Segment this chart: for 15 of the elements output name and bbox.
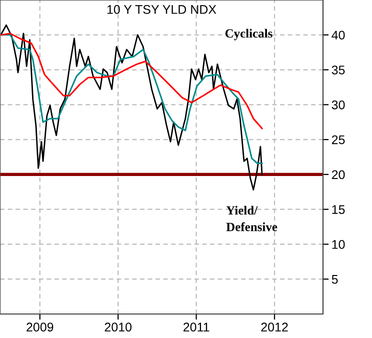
x-tick-label: 2009 (26, 322, 54, 332)
x-tick-label: 2012 (261, 322, 288, 332)
y-tick-label: 15 (332, 205, 345, 214)
annotation: Yield/ Defensive (226, 206, 278, 232)
y-tick-label: 5 (332, 275, 338, 284)
y-tick-label: 25 (332, 135, 345, 144)
annotation: Cyclicals (225, 28, 272, 40)
x-tick-label: 2010 (104, 322, 132, 332)
y-tick-label: 10 (332, 240, 345, 249)
chart-title: 10 Y TSY YLD NDX (107, 5, 216, 14)
y-tick-label: 40 (332, 30, 345, 40)
y-tick-label: 35 (332, 66, 345, 74)
y-tick-label: 20 (332, 170, 345, 180)
x-tick-label: 2011 (183, 322, 210, 332)
y-tick-label: 30 (332, 100, 345, 110)
